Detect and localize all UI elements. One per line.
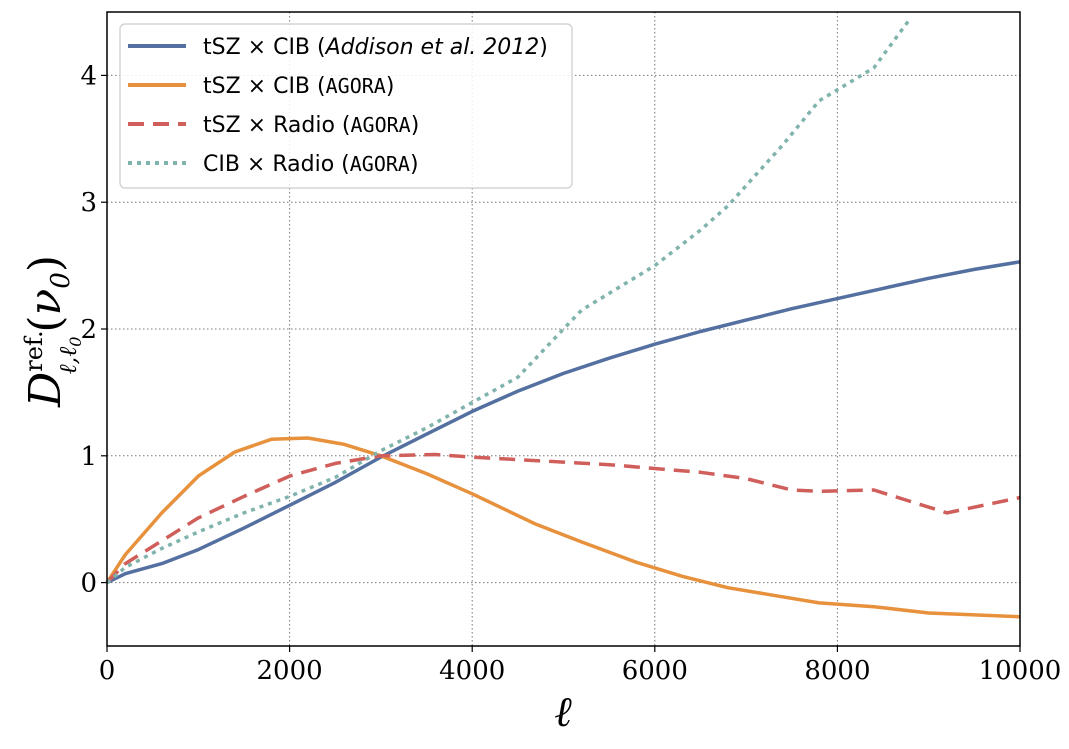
y-axis-label: Dref. ℓ,ℓ0(ν0) — [20, 255, 85, 408]
legend-entry-3: tSZ × Radio (AGORA) — [128, 113, 419, 138]
series-line-3 — [105, 452, 1021, 584]
y-label-paren-close: ) — [20, 255, 71, 272]
y-tick-label: 3 — [80, 188, 97, 218]
y-label-paren-open: ( — [20, 315, 71, 332]
y-label-nu-subscript: 0 — [46, 272, 76, 289]
y-tick-label: 1 — [80, 442, 97, 472]
x-tick-label: 4000 — [439, 656, 505, 686]
y-tick-label: 2 — [80, 315, 97, 345]
y-label-subscript-zero: 0 — [66, 337, 85, 347]
y-label-nu: ν — [20, 289, 71, 316]
legend-label: CIB × Radio (AGORA) — [203, 152, 419, 177]
y-label-superscript: ref. — [20, 330, 48, 371]
grid — [107, 12, 1020, 646]
series-line-1 — [106, 260, 1021, 585]
legend: tSZ × CIB (Addison et al. 2012) tSZ × CIB… — [119, 23, 573, 189]
y-label-main: D — [20, 372, 71, 408]
svg-text:Dref.ℓ,ℓ0(ν0): Dref. ℓ,ℓ0(ν0) — [20, 255, 85, 408]
x-tick-label: 6000 — [622, 656, 688, 686]
x-axis-label: ℓ — [554, 687, 572, 736]
y-label-subscript: ℓ,ℓ — [54, 347, 82, 375]
legend-box — [119, 23, 573, 189]
series-line-4 — [105, 17, 912, 584]
x-tick-label: 10000 — [979, 656, 1062, 686]
x-tick-label: 2000 — [257, 656, 323, 686]
legend-entry-1: tSZ × CIB (Addison et al. 2012) — [128, 35, 548, 60]
legend-entry-2: tSZ × CIB (AGORA) — [128, 74, 394, 99]
y-tick-label: 4 — [80, 61, 97, 91]
plot-series — [105, 17, 1021, 619]
legend-entry-4: CIB × Radio (AGORA) — [128, 152, 419, 177]
legend-label: tSZ × Radio (AGORA) — [203, 113, 419, 138]
x-tick-label: 0 — [99, 656, 116, 686]
y-tick-label: 0 — [80, 569, 97, 599]
series-line-2 — [105, 436, 1021, 619]
legend-label: tSZ × CIB (Addison et al. 2012) — [203, 35, 548, 60]
legend-label: tSZ × CIB (AGORA) — [203, 74, 394, 99]
axis-ticks: 0 2000 4000 6000 8000 10000 0 1 2 3 4 — [80, 61, 1061, 686]
x-tick-label: 8000 — [804, 656, 870, 686]
